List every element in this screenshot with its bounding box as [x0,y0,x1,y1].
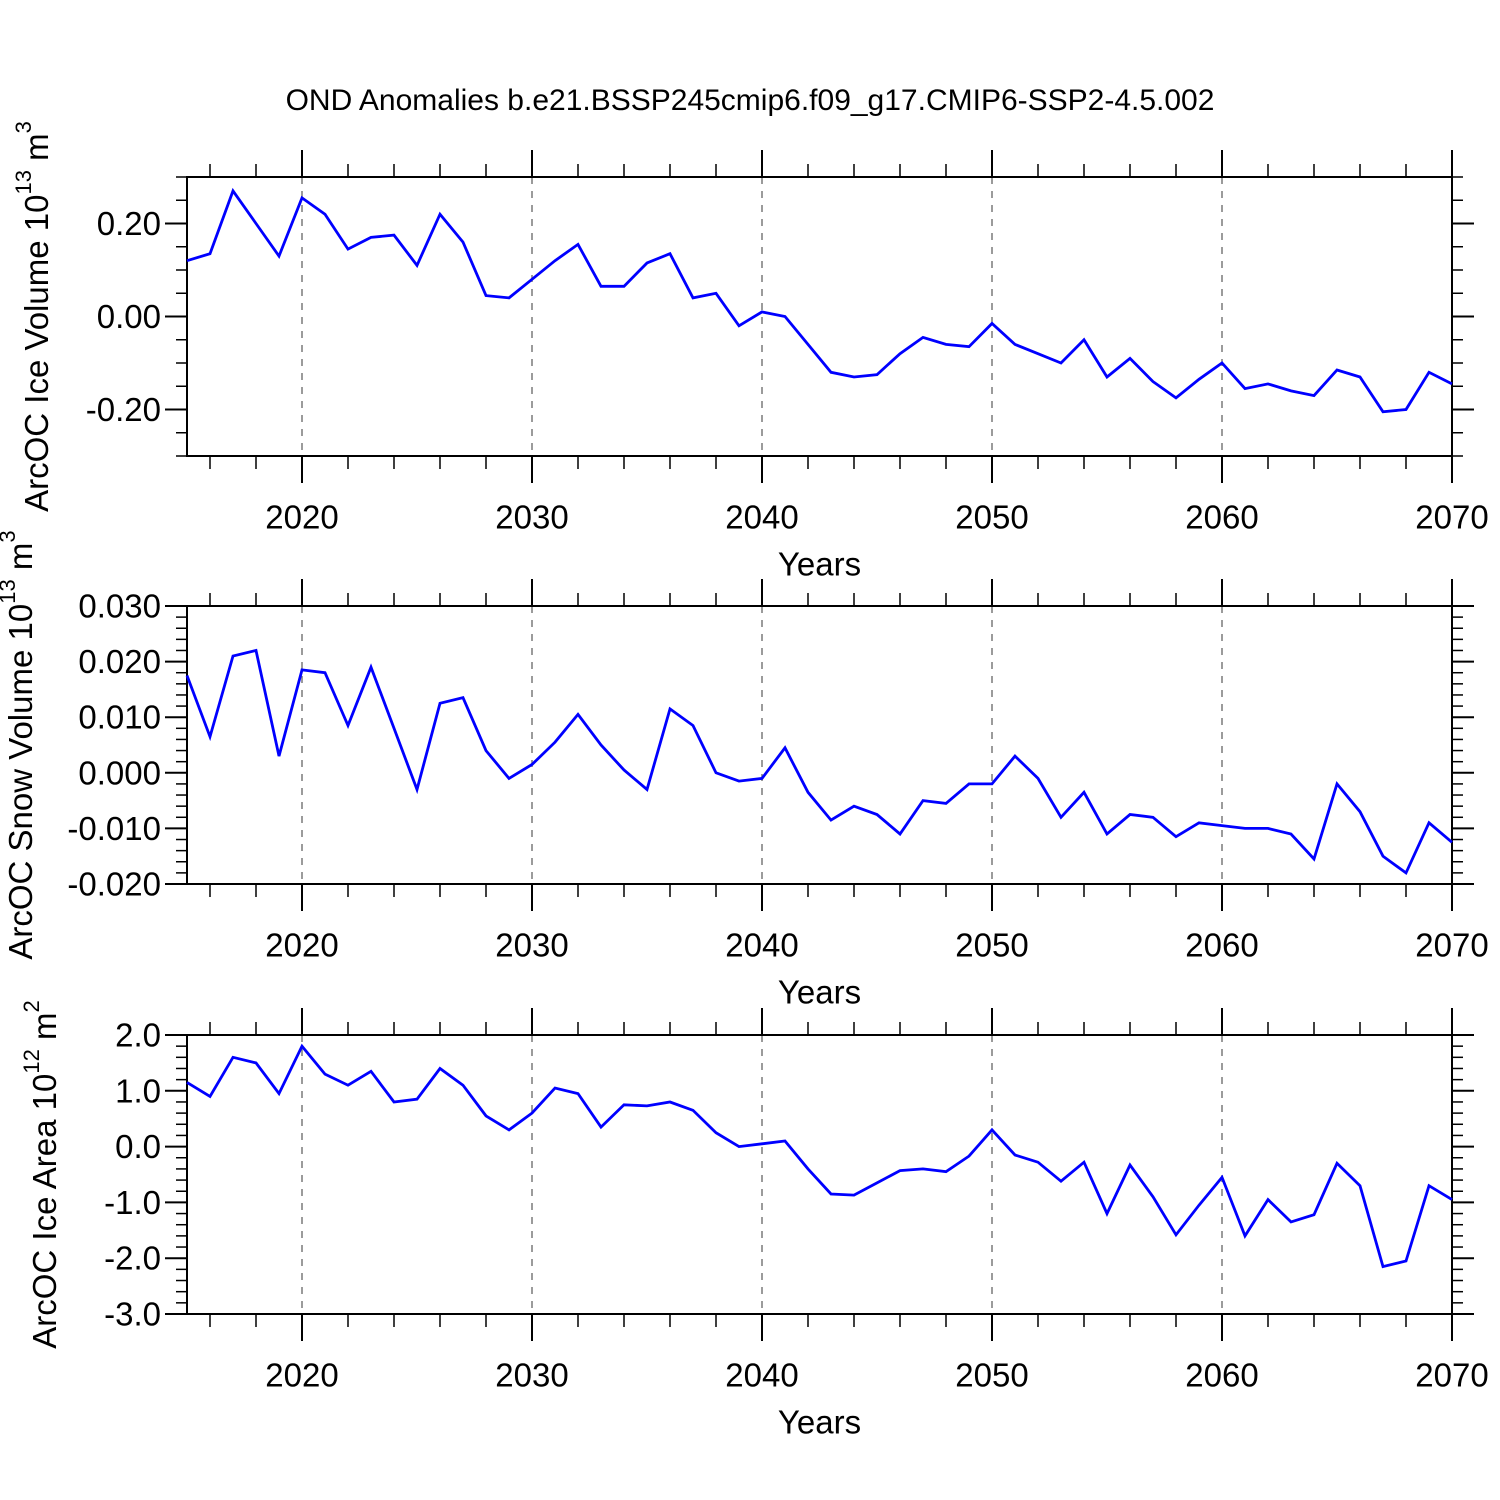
x-tick-label: 2070 [1415,927,1488,964]
x-tick-label: 2040 [725,1357,798,1394]
y-tick-label: 2.0 [115,1017,161,1054]
x-tick-label: 2030 [495,1357,568,1394]
y-tick-label: -0.010 [67,810,161,847]
x-tick-label: 2040 [725,499,798,536]
y-tick-label: 0.20 [97,205,161,242]
y-tick-label: -0.20 [86,391,161,428]
panel-ice-area: 2020 2030 2040 2050 2060 2070 2.0 1.0 0.0 -1.0 -2.… [19,1000,1489,1440]
plot-frame [186,176,1453,457]
x-tick-label: 2030 [495,927,568,964]
ice-area-line [186,1043,1453,1269]
x-tick-label: 2060 [1185,927,1258,964]
figure-title: OND Anomalies b.e21.BSSP245cmip6.f09_g17… [285,84,1215,117]
x-tick-label: 2070 [1415,1357,1488,1394]
y-tick-label: -1.0 [104,1184,161,1221]
y-tick-label: 0.010 [78,699,161,736]
x-axis-title: Years [778,1404,861,1441]
y-tick-label: -0.020 [67,866,161,903]
x-tick-label: 2020 [265,927,338,964]
y-tick-label: 1.0 [115,1072,161,1109]
ice-volume-line [186,187,1453,414]
x-tick-label: 2030 [495,499,568,536]
x-tick-label: 2070 [1415,499,1488,536]
x-tick-label: 2050 [955,1357,1028,1394]
plot-frame [186,1034,1453,1315]
x-axis-title: Years [778,546,861,583]
x-axis-title: Years [778,974,861,1011]
y-axis-title: ArcOC Snow Volume 1013 m3 [0,530,39,959]
panel-snow-volume: 2020 2030 2040 2050 2060 2070 0.030 0.020 0.010 0… [0,530,1489,1010]
x-tick-label: 2020 [265,1357,338,1394]
x-tick-label: 2060 [1185,499,1258,536]
y-tick-label: 0.0 [115,1128,161,1165]
y-tick-label: 0.020 [78,643,161,680]
x-tick-label: 2050 [955,499,1028,536]
x-tick-label: 2050 [955,927,1028,964]
y-axis-title: ArcOC Ice Volume 1013 m3 [11,121,55,512]
x-tick-label: 2040 [725,927,798,964]
y-tick-label: 0.030 [78,588,161,625]
snow-volume-line [185,648,1453,876]
y-axis-title: ArcOC Ice Area 1012 m2 [19,1000,63,1349]
y-tick-label: -3.0 [104,1296,161,1333]
y-tick-label: 0.000 [78,754,161,791]
y-tick-label: 0.00 [97,298,161,335]
y-tick-label: -2.0 [104,1240,161,1277]
panel-ice-volume: 2020 2030 2040 2050 2060 2070 0.20 0.00 -0.20 Yea… [11,121,1489,582]
x-tick-label: 2060 [1185,1357,1258,1394]
x-tick-label: 2020 [265,499,338,536]
plot-frame [186,605,1453,885]
